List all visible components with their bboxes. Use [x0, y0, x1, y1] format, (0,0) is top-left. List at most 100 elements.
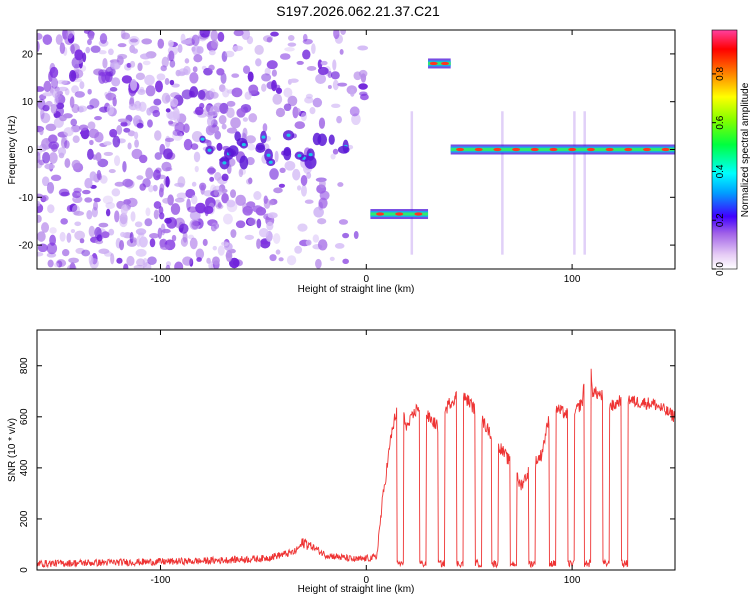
heatmap-x-tick-label: 0	[364, 274, 370, 285]
heatmap-noise-cell	[37, 231, 46, 242]
heatmap-noise-cell	[64, 158, 71, 168]
heatmap-noise-cell	[127, 130, 136, 137]
heatmap-noise-cell	[266, 221, 274, 231]
heatmap-noise-cell	[260, 240, 269, 245]
heatmap-noise-cell	[103, 141, 112, 146]
heatmap-noise-cell	[272, 233, 281, 244]
heatmap-noise-cell	[74, 49, 84, 61]
heatmap-noise-cell	[358, 83, 368, 90]
heatmap-noise-cell	[302, 38, 313, 45]
heatmap-tone-peak	[395, 212, 404, 216]
heatmap-noise-cell	[106, 104, 115, 116]
heatmap-noise-cell	[218, 114, 227, 125]
heatmap-noise-cell	[202, 238, 208, 247]
heatmap-noise-cell	[66, 30, 73, 39]
heatmap-noise-cell	[230, 117, 241, 129]
heatmap-noise-cell	[340, 30, 346, 36]
heatmap-noise-cell	[293, 107, 301, 116]
heatmap-noise-cell	[86, 210, 93, 220]
heatmap-noise-cell	[87, 38, 92, 46]
heatmap-noise-cell	[221, 241, 229, 247]
heatmap-noise-cell	[318, 179, 326, 189]
heatmap-noise-cell	[78, 124, 89, 131]
heatmap-noise-cell	[342, 258, 349, 265]
colorbar-tick-label: 0.6	[715, 115, 726, 129]
heatmap-noise-cell	[79, 238, 85, 244]
heatmap-noise-cell	[196, 257, 202, 262]
heatmap-noise-cell	[57, 147, 67, 156]
heatmap-noise-cell	[144, 218, 153, 227]
heatmap-noise-cell	[207, 166, 215, 175]
heatmap-noise-cell	[37, 86, 45, 92]
heatmap-noise-cell	[144, 74, 155, 86]
heatmap-noise-cell	[103, 251, 113, 257]
heatmap-noise-cell	[108, 228, 115, 236]
heatmap-noise-cell	[81, 249, 91, 257]
heatmap-noise-cell	[120, 231, 126, 238]
heatmap-noise-cell	[119, 240, 125, 251]
heatmap-noise-cell	[59, 114, 67, 122]
heatmap-noise-cell	[165, 175, 170, 188]
heatmap-noise-cell	[181, 39, 192, 45]
heatmap-noise-cell	[122, 178, 134, 188]
heatmap-noise-cell	[142, 257, 148, 268]
heatmap-noise-cell	[136, 175, 144, 180]
heatmap-noise-cell	[66, 232, 72, 243]
heatmap-noise-cell	[48, 152, 58, 164]
heatmap-noise-cell	[77, 105, 88, 113]
heatmap-tone-peak	[624, 147, 633, 152]
heatmap-noise-cell	[37, 200, 41, 207]
heatmap-noise-cell	[192, 66, 198, 73]
heatmap-noise-cell	[109, 87, 118, 92]
heatmap-noise-cell	[93, 197, 101, 203]
chart-title: S197.2026.062.21.37.C21	[276, 3, 440, 19]
heatmap-noise-cell	[332, 148, 339, 155]
heatmap-noise-cell	[157, 227, 163, 239]
heatmap-noise-cell	[274, 150, 279, 163]
heatmap-noise-cell	[84, 177, 93, 189]
heatmap-noise-cell	[135, 72, 146, 81]
heatmap-noise-cell	[317, 59, 323, 69]
heatmap-noise-cell	[212, 245, 217, 251]
heatmap-weak-tone-core	[200, 137, 205, 141]
heatmap-noise-cell	[51, 88, 61, 99]
heatmap-noise-cell	[353, 71, 362, 81]
heatmap-noise-cell	[294, 245, 303, 254]
heatmap-y-tick-label: 20	[22, 49, 34, 60]
heatmap-noise-cell	[60, 218, 68, 225]
heatmap-noise-cell	[161, 56, 169, 68]
heatmap-noise-cell	[152, 184, 158, 192]
heatmap-noise-cell	[304, 199, 314, 204]
heatmap-noise-cell	[189, 72, 199, 84]
heatmap-noise-cell	[253, 191, 262, 201]
heatmap-noise-cell	[193, 54, 203, 63]
heatmap-noise-cell	[46, 182, 55, 194]
heatmap-noise-cell	[112, 135, 121, 148]
heatmap-noise-cell	[278, 183, 286, 188]
heatmap-noise-cell	[342, 232, 350, 239]
heatmap-noise-cell	[330, 71, 340, 80]
heatmap-y-tick-label: -10	[19, 193, 34, 204]
heatmap-noise-cell	[135, 248, 147, 257]
heatmap-noise-cell	[84, 197, 93, 203]
heatmap-noise-cell	[174, 261, 184, 269]
heatmap-tone-peak	[512, 147, 521, 152]
heatmap-noise-cell	[157, 38, 165, 49]
heatmap-noise-cell	[189, 210, 201, 221]
heatmap-noise-cell	[44, 163, 55, 170]
colorbar-gradient	[711, 29, 738, 270]
heatmap-noise-cell	[165, 264, 171, 269]
colorbar-label: Normalized spectral amplitude	[740, 82, 750, 217]
heatmap-noise-cell	[246, 156, 255, 166]
heatmap-noise-cell	[37, 40, 40, 52]
heatmap-noise-cell	[183, 138, 193, 151]
heatmap-noise-cell	[98, 50, 107, 55]
heatmap-noise-cell	[226, 100, 236, 107]
heatmap-noise-cell	[87, 88, 92, 95]
heatmap-noise-cell	[41, 194, 49, 202]
heatmap-y-tick-label: 0	[27, 145, 33, 156]
heatmap-noise-cell	[296, 60, 304, 65]
heatmap-noise-cell	[56, 79, 68, 85]
snr-x-tick-label: 0	[364, 575, 370, 586]
heatmap-noise-cell	[271, 69, 277, 77]
